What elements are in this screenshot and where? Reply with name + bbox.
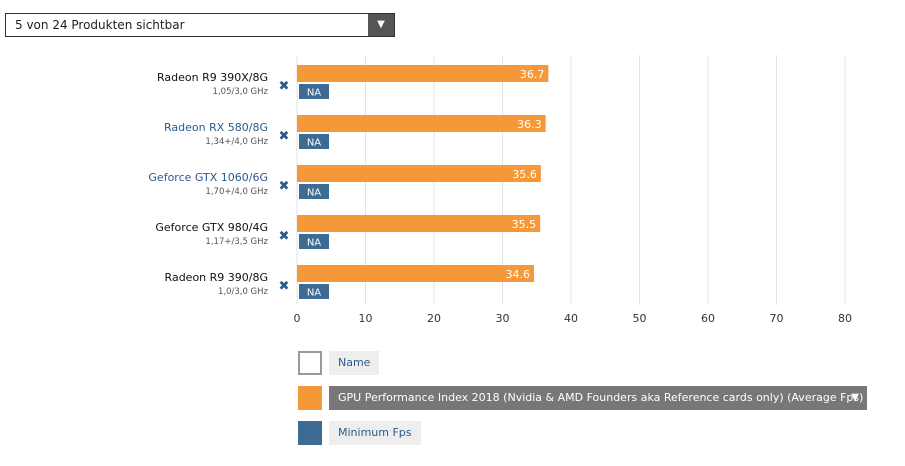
minimum-fps-bar[interactable] (299, 184, 329, 199)
minimum-fps-value-label: NA (307, 88, 321, 99)
x-tick-label: 60 (701, 312, 715, 325)
average-fps-value-label: 35.6 (512, 168, 537, 181)
x-tick-label: 50 (633, 312, 647, 325)
product-visibility-select[interactable]: 5 von 24 Produkten sichtbar ▼ (5, 13, 395, 37)
average-fps-bar[interactable] (297, 215, 541, 232)
x-tick-label: 10 (359, 312, 373, 325)
chevron-down-icon[interactable]: ▼ (368, 14, 394, 36)
category-sublabel: 1,05/3,0 GHz (213, 87, 269, 97)
minimum-fps-value-label: NA (307, 238, 321, 249)
minimum-fps-bar[interactable] (299, 134, 329, 149)
category-sublabel: 1,17+/3,5 GHz (205, 237, 268, 247)
remove-icon[interactable]: ✖ (279, 79, 290, 94)
category-sublabel: 1,70+/4,0 GHz (205, 187, 268, 197)
average-fps-swatch[interactable] (298, 386, 322, 410)
minimum-fps-bar[interactable] (299, 234, 329, 249)
name-checkbox[interactable] (298, 351, 322, 375)
average-fps-bar[interactable] (297, 265, 535, 282)
gpu-bar-chart: 0 10 20 30 40 50 60 70 80 Radeon R9 390X/8G 1,05/3… (148, 55, 852, 325)
legend-minimum-fps-label[interactable]: Minimum Fps (329, 421, 421, 445)
category-sublabel: 1,34+/4,0 GHz (205, 137, 268, 147)
category-label[interactable]: Radeon RX 580/8G (164, 121, 268, 134)
remove-icon[interactable]: ✖ (279, 229, 290, 244)
x-tick-label: 0 (294, 312, 301, 325)
average-fps-bar[interactable] (297, 115, 546, 132)
average-fps-bar[interactable] (297, 165, 541, 182)
category-label: Geforce GTX 980/4G (155, 221, 268, 234)
minimum-fps-swatch[interactable] (298, 421, 322, 445)
minimum-fps-value-label: NA (307, 288, 321, 299)
chevron-down-icon[interactable]: ▼ (851, 392, 859, 403)
x-tick-label: 40 (564, 312, 578, 325)
product-visibility-label: 5 von 24 Produkten sichtbar (15, 18, 185, 32)
minimum-fps-bar[interactable] (299, 84, 329, 99)
category-label: Radeon R9 390/8G (165, 271, 268, 284)
average-fps-value-label: 35.5 (512, 218, 537, 231)
x-tick-label: 70 (770, 312, 784, 325)
x-tick-label: 30 (496, 312, 510, 325)
metric-dropdown-label: GPU Performance Index 2018 (Nvidia & AMD… (338, 391, 864, 404)
remove-icon[interactable]: ✖ (279, 279, 290, 294)
average-fps-value-label: 36.7 (520, 68, 545, 81)
remove-icon[interactable]: ✖ (279, 129, 290, 144)
average-fps-bar[interactable] (297, 65, 549, 82)
metric-dropdown[interactable]: GPU Performance Index 2018 (Nvidia & AMD… (329, 386, 867, 410)
category-label[interactable]: Geforce GTX 1060/6G (148, 171, 268, 184)
legend-name-label[interactable]: Name (329, 351, 380, 375)
category-sublabel: 1,0/3,0 GHz (218, 287, 269, 297)
average-fps-value-label: 34.6 (506, 268, 531, 281)
x-tick-label: 20 (427, 312, 441, 325)
x-tick-label: 80 (838, 312, 852, 325)
category-label: Radeon R9 390X/8G (157, 71, 268, 84)
minimum-fps-value-label: NA (307, 188, 321, 199)
minimum-fps-bar[interactable] (299, 284, 329, 299)
remove-icon[interactable]: ✖ (279, 179, 290, 194)
average-fps-value-label: 36.3 (517, 118, 542, 131)
minimum-fps-value-label: NA (307, 138, 321, 149)
